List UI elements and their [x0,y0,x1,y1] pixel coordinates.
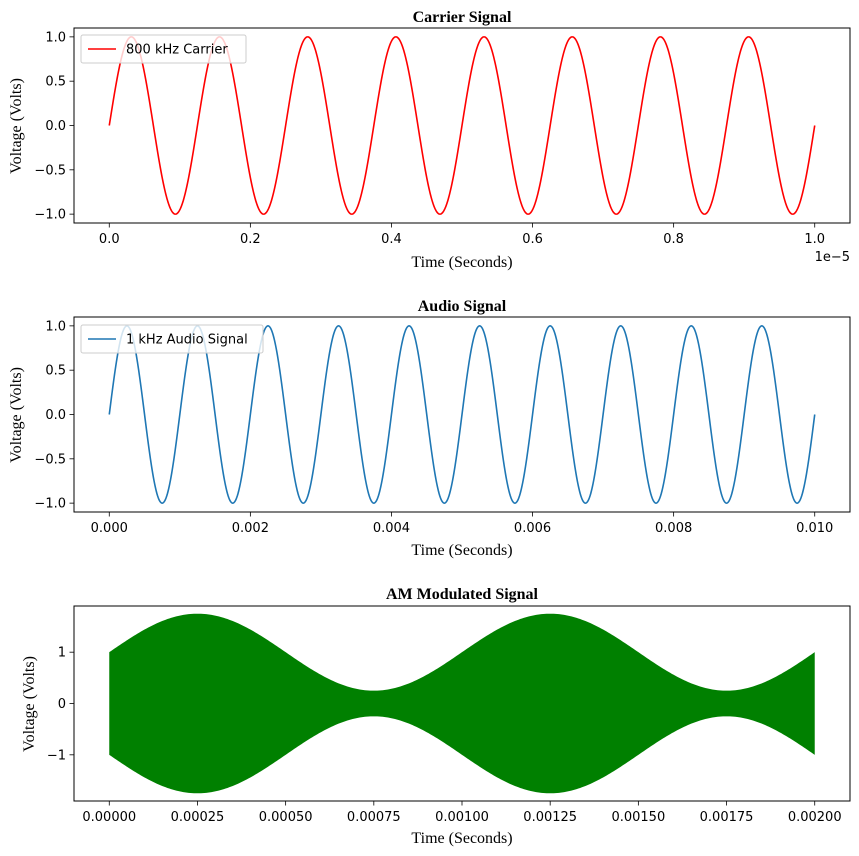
am-y-tick-label: −1 [47,748,66,763]
audio-y-tick-label: 0.5 [45,364,66,379]
carrier-x-axis-label: Time (Seconds) [411,254,512,271]
audio-y-tick-label: 0.0 [45,408,66,423]
audio-x-tick-label: 0.008 [655,521,692,536]
am-y-tick-label: 0 [58,697,66,712]
carrier-legend-label: 800 kHz Carrier [126,43,228,58]
carrier-y-axis-label: Voltage (Volts) [8,78,25,174]
carrier-y-tick-label: 1.0 [45,30,66,45]
audio-x-tick-label: 0.006 [514,521,551,536]
audio-x-tick-label: 0.010 [796,521,833,536]
carrier-x-tick-label: 0.2 [240,232,261,247]
audio-chart-title: Audio Signal [418,298,507,315]
audio-legend-label: 1 kHz Audio Signal [126,333,248,348]
audio-y-axis-label: Voltage (Volts) [8,367,25,463]
am-x-tick-label: 0.00025 [171,810,225,825]
audio-x-tick-label: 0.004 [373,521,410,536]
am-x-tick-label: 0.00075 [347,810,401,825]
carrier-y-tick-label: 0.5 [45,75,66,90]
carrier-x-offset-label: 1e−5 [815,250,850,265]
am-y-axis-label: Voltage (Volts) [21,656,38,752]
carrier-x-tick-label: 0.4 [381,232,402,247]
carrier-x-tick-label: 0.6 [522,232,543,247]
audio-y-tick-label: −0.5 [34,452,66,467]
carrier-y-tick-label: −0.5 [34,163,66,178]
audio-x-tick-label: 0.000 [91,521,128,536]
carrier-chart-title: Carrier Signal [413,9,512,26]
am-x-tick-label: 0.00050 [259,810,313,825]
carrier-y-tick-label: −1.0 [34,208,66,223]
am-x-tick-label: 0.00150 [611,810,665,825]
carrier-x-tick-label: 0.8 [663,232,684,247]
am-chart: AM Modulated Signal 0.00000 0.00025 0.0005… [21,586,851,847]
audio-x-tick-label: 0.002 [232,521,269,536]
am-x-tick-label: 0.00100 [435,810,489,825]
audio-series-line [108,325,816,504]
carrier-x-tick-label: 1.0 [804,232,825,247]
carrier-legend-box [80,34,247,64]
audio-legend-box [80,324,264,354]
am-y-tick-label: 1 [58,646,66,661]
carrier-legend: 800 kHz Carrier [80,34,247,64]
audio-x-axis-label: Time (Seconds) [411,542,512,559]
am-x-tick-label: 0.00125 [523,810,577,825]
am-x-tick-label: 0.00000 [82,810,136,825]
am-chart-title: AM Modulated Signal [386,586,539,603]
audio-legend: 1 kHz Audio Signal [80,324,264,354]
audio-chart: Audio Signal 0.000 0.002 0.004 0.006 0.008 0.… [8,298,851,559]
audio-y-tick-label: −1.0 [34,497,66,512]
am-modulated-signal-band [109,613,815,794]
am-x-axis-label: Time (Seconds) [411,830,512,847]
audio-y-tick-label: 1.0 [45,319,66,334]
am-x-tick-label: 0.00200 [788,810,842,825]
am-x-tick-label: 0.00175 [700,810,754,825]
carrier-x-tick-label: 0.0 [99,232,120,247]
carrier-y-tick-label: 0.0 [45,119,66,134]
carrier-chart: Carrier Signal 0.0 0.2 0.4 0.6 0.8 1.0 1.0 0.5 0… [8,9,851,271]
